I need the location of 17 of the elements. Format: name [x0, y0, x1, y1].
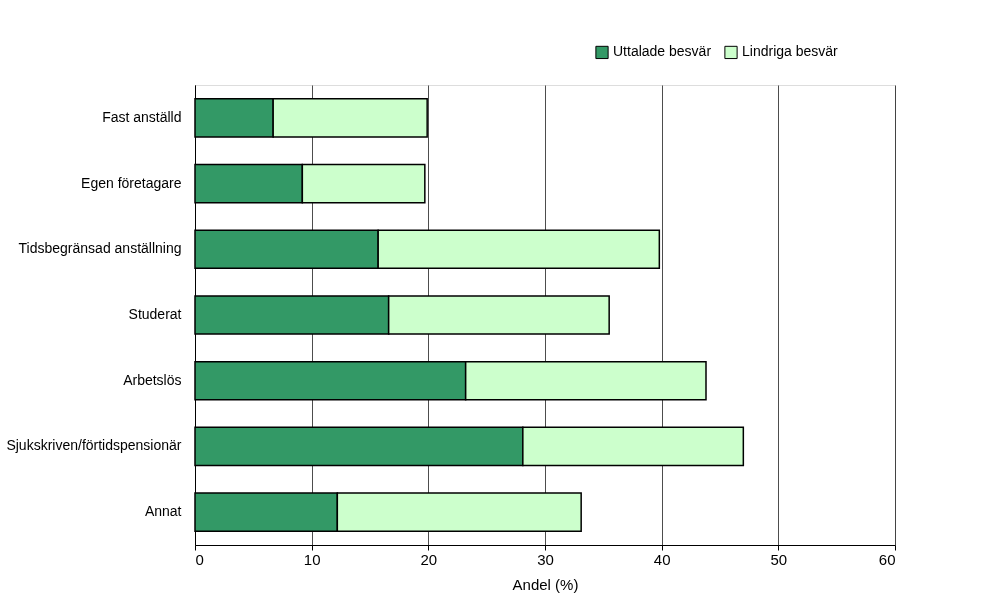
x-tick-label: 50: [770, 550, 788, 568]
legend-label: Lindriga besvär: [742, 43, 839, 60]
y-tick-label: Tidsbegränsad anställning: [18, 240, 182, 257]
x-tick-label: 60: [878, 550, 896, 568]
x-tick-label: 0: [195, 550, 204, 568]
y-tick-label: Arbetslös: [123, 371, 182, 388]
y-tick-label: Fast anställd: [102, 108, 182, 125]
x-axis-title: Andel (%): [512, 575, 579, 593]
y-tick-label: Sjukskriven/förtidspensionär: [6, 437, 182, 454]
x-tick-label: 30: [537, 550, 554, 568]
y-tick-label: Egen företagare: [81, 174, 182, 191]
y-tick-label: Annat: [144, 503, 182, 520]
x-tick-label: 40: [653, 550, 671, 568]
x-tick-label: 10: [303, 550, 321, 568]
legend-label: Uttalade besvär: [613, 43, 712, 60]
x-tick-label: 20: [420, 550, 438, 568]
y-tick-label: Studerat: [128, 306, 182, 322]
